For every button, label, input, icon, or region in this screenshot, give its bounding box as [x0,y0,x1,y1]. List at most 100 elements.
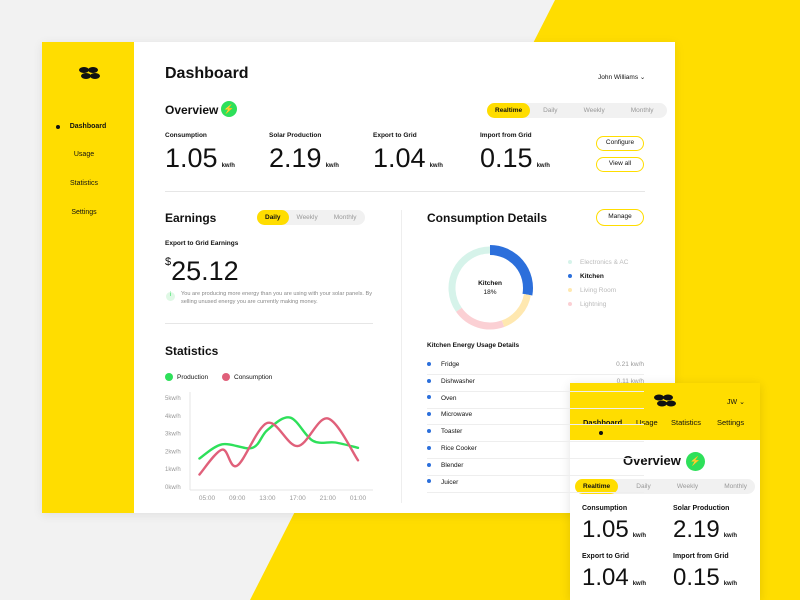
list-item[interactable]: Blender [427,459,644,476]
unit: kw/h [723,533,738,539]
legend-label: Living Room [580,287,617,294]
bullet-icon [427,428,431,433]
consumption-donut [448,245,533,330]
legend-dot [568,302,572,307]
sidebar-item-usage[interactable]: Usage [73,151,95,158]
item-name: Microwave [441,411,473,419]
earnings-note: You are producing more energy than you a… [181,291,373,305]
value: 0.15 [673,564,720,591]
details-title: Kitchen Energy Usage Details [427,342,520,349]
list-item[interactable]: Toaster [427,425,644,443]
tab-monthly[interactable]: Monthly [333,214,357,221]
tab-weekly[interactable]: Weekly [296,214,318,221]
list-item[interactable]: Fridge 0.21 kw/h [427,358,644,375]
sidebar-item-statistics[interactable]: Statistics [69,180,98,187]
logo-icon [654,394,676,407]
list-item[interactable]: Oven [427,392,644,409]
item-name: Toaster [441,428,463,436]
bullet-icon [427,445,431,450]
production-legend-dot [165,373,173,381]
logo-icon [79,67,100,79]
mobile-metric-label: Import from Grid [673,553,729,560]
tab-daily[interactable]: Daily [543,107,558,114]
manage-button[interactable]: Manage [596,209,644,226]
tab-realtime[interactable]: Realtime [575,479,619,494]
configure-button[interactable]: Configure [596,136,644,151]
active-dot [599,431,603,435]
value: 1.04 [373,143,426,173]
user-initials: JW [727,399,738,406]
value: 1.04 [582,564,629,591]
y-tick-label: 0kw/h [165,485,181,491]
metric-value: 2.19 kw/h [269,143,339,174]
list-item[interactable]: Dishwasher 0.11 kw/h [427,375,644,392]
view-all-button[interactable]: View all [596,157,644,172]
tab-daily[interactable]: Daily [257,210,289,225]
sidebar-item-dashboard[interactable]: Dashboard [42,123,134,130]
mobile-metric-value: 2.19 kw/h [673,516,737,544]
bullet-icon [427,462,431,467]
value: 1.05 [165,143,218,173]
donut-value: 18% [483,289,497,296]
tab-weekly[interactable]: Weekly [676,483,699,490]
chevron-down-icon: ⌄ [639,74,646,81]
bullet-icon [427,361,431,366]
bullet-icon [427,378,431,383]
item-name: Rice Cooker [441,445,477,452]
donut-legend-item[interactable]: Electronics & AC [568,259,628,266]
x-tick-label: 05:00 [199,495,216,502]
donut-segment-living-room[interactable] [501,293,531,327]
list-item[interactable]: Juicer [427,476,644,493]
divider [165,323,373,324]
item-name: Dishwasher [441,377,475,385]
mobile-nav-usage[interactable]: Usage [636,418,658,427]
unit: kw/h [632,533,647,539]
consumption-legend-dot [222,373,230,381]
bullet-icon [427,479,431,484]
x-tick-label: 13:00 [259,495,276,502]
chevron-down-icon: ⌄ [739,399,745,406]
item-name: Juicer [441,478,459,486]
mobile-nav-statistics[interactable]: Statistics [671,418,702,427]
tab-monthly[interactable]: Monthly [724,483,747,490]
item-name: Fridge [441,361,460,368]
unit: kw/h [632,581,647,587]
donut-segment-electronics-ac[interactable] [448,246,491,312]
donut-segment-lightning[interactable] [456,307,505,330]
tab-realtime[interactable]: Realtime [487,103,531,118]
user-name: John Williams [598,74,639,81]
mobile-tabs: Realtime Daily Weekly Monthly [575,479,755,494]
x-tick-label: 09:00 [229,495,246,502]
sidebar-item-settings[interactable]: Settings [71,209,97,216]
page-title: Dashboard [165,65,249,82]
x-tick-label: 17:00 [289,495,306,502]
donut-legend-item[interactable]: Lightning [568,301,606,308]
tab-weekly[interactable]: Weekly [583,107,605,114]
overview-tabs: Realtime Daily Weekly Monthly [487,103,667,118]
amount: 25.12 [171,256,239,286]
bolt-icon: ⚡ [221,101,237,117]
value: 2.19 [269,143,322,173]
mobile-user-menu[interactable]: JW ⌄ [727,398,745,406]
metric-label: Consumption [165,132,207,139]
donut-center: Kitchen 18% [460,279,520,297]
unit: kw/h [221,163,235,169]
mobile-view: JW ⌄ Dashboard Usage Statistics Settings… [570,383,760,600]
statistics-title: Statistics [165,344,219,358]
mobile-nav-settings[interactable]: Settings [717,418,745,427]
donut-legend-item[interactable]: Kitchen [568,273,604,280]
y-tick-label: 5kw/h [165,396,181,402]
item-value: 0.11 kw/h [616,377,644,385]
info-icon: i [166,292,175,301]
mobile-metric-label: Consumption [582,505,628,512]
mobile-nav-dashboard[interactable]: Dashboard [583,418,623,427]
donut-segment-kitchen[interactable] [489,245,533,296]
bolt-icon: ⚡ [686,452,705,471]
user-menu[interactable]: John Williams ⌄ [598,73,645,81]
donut-legend-item[interactable]: Living Room [568,287,616,294]
list-item[interactable]: Rice Cooker [427,442,644,459]
tab-monthly[interactable]: Monthly [630,107,654,114]
donut-label: Kitchen [478,280,502,287]
tab-daily[interactable]: Daily [636,483,651,490]
list-item[interactable]: Microwave [427,408,644,426]
